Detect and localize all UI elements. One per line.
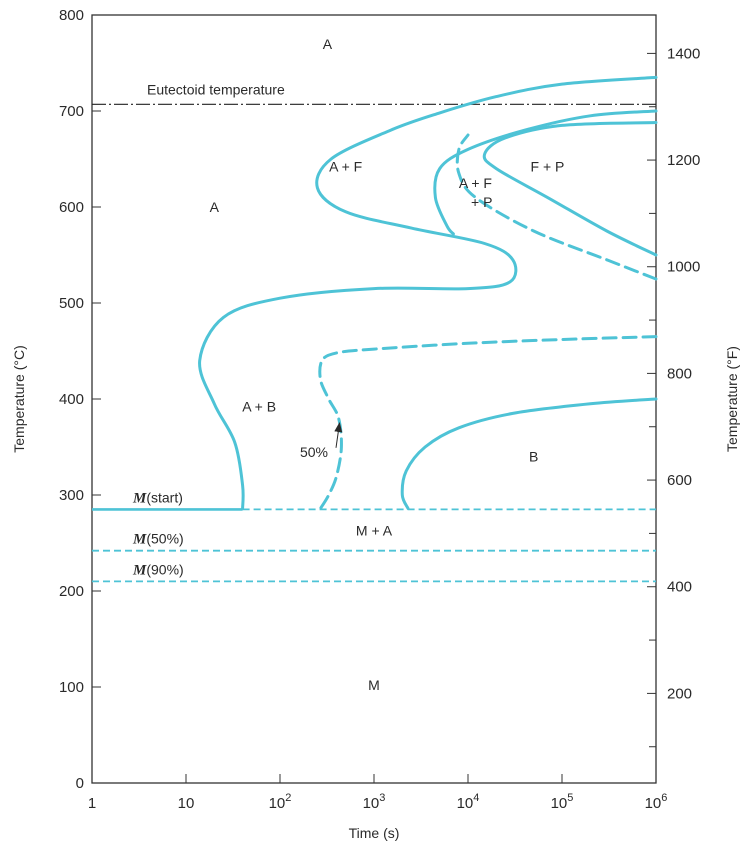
region-label: M bbox=[368, 677, 380, 693]
y-tick-label-right: 1400 bbox=[667, 45, 700, 62]
y-tick-label-right: 1000 bbox=[667, 259, 700, 276]
x-tick-label: 102 bbox=[269, 792, 292, 812]
y-tick-label-left: 100 bbox=[59, 679, 84, 696]
region-label: + P bbox=[471, 194, 492, 210]
transformation-curve-dashed bbox=[455, 133, 658, 281]
x-tick-exponent: 4 bbox=[473, 792, 479, 804]
region-label: A bbox=[323, 36, 333, 52]
m-line-label: M(50%) bbox=[132, 531, 184, 548]
annotation-label: 50% bbox=[300, 444, 328, 460]
x-tick-label: 1 bbox=[88, 795, 96, 812]
y-tick-label-right: 600 bbox=[667, 472, 692, 489]
annotation-arrow bbox=[334, 422, 343, 448]
x-tick-label: 106 bbox=[645, 792, 668, 812]
y-tick-label-right: 200 bbox=[667, 685, 692, 702]
y-axis-title-right: Temperature (°F) bbox=[724, 346, 740, 452]
transformation-curve bbox=[400, 397, 658, 510]
m-symbol: M bbox=[132, 532, 147, 548]
y-tick-label-left: 0 bbox=[76, 775, 84, 792]
y-tick-label-right: 1200 bbox=[667, 152, 700, 169]
x-tick-label: 105 bbox=[551, 792, 574, 812]
region-label: M + A bbox=[356, 523, 393, 539]
transformation-curve-dashed bbox=[318, 335, 658, 510]
m-symbol: M bbox=[132, 490, 147, 506]
plot-area bbox=[91, 14, 657, 784]
y-tick-label-left: 500 bbox=[59, 295, 84, 312]
y-tick-label-left: 800 bbox=[59, 7, 84, 24]
m-line-label: M(start) bbox=[132, 489, 183, 506]
m-suffix: (90%) bbox=[146, 561, 183, 577]
region-label: A + B bbox=[242, 399, 276, 415]
transformation-curve bbox=[198, 75, 658, 510]
transformation-curve bbox=[482, 121, 658, 257]
x-tick-exponent: 3 bbox=[379, 792, 385, 804]
m-symbol: M bbox=[132, 562, 147, 578]
m-line-label: M(90%) bbox=[132, 561, 184, 578]
x-tick-label: 104 bbox=[457, 792, 480, 812]
eutectoid-label: Eutectoid temperature bbox=[147, 81, 285, 97]
x-axis-title: Time (s) bbox=[349, 825, 400, 841]
m-suffix: (50%) bbox=[146, 531, 183, 547]
region-label: A + F bbox=[459, 175, 492, 191]
y-tick-label-left: 400 bbox=[59, 391, 84, 408]
x-tick-label: 10 bbox=[178, 795, 195, 812]
region-label: B bbox=[529, 449, 538, 465]
y-tick-label-left: 300 bbox=[59, 487, 84, 504]
x-tick-exponent: 6 bbox=[661, 792, 667, 804]
x-tick-exponent: 5 bbox=[567, 792, 573, 804]
transformation-curve bbox=[433, 109, 658, 236]
y-tick-label-right: 400 bbox=[667, 579, 692, 596]
y-tick-label-left: 200 bbox=[59, 583, 84, 600]
x-tick-label: 103 bbox=[363, 792, 386, 812]
y-tick-label-right: 800 bbox=[667, 365, 692, 382]
m-suffix: (start) bbox=[146, 489, 183, 505]
y-axis-title-left: Temperature (°C) bbox=[11, 345, 27, 453]
region-label: A + F bbox=[329, 159, 362, 175]
x-tick-exponent: 2 bbox=[285, 792, 291, 804]
y-tick-label-left: 700 bbox=[59, 103, 84, 120]
region-label: F + P bbox=[531, 159, 565, 175]
region-label: A bbox=[210, 199, 220, 215]
y-tick-label-left: 600 bbox=[59, 199, 84, 216]
